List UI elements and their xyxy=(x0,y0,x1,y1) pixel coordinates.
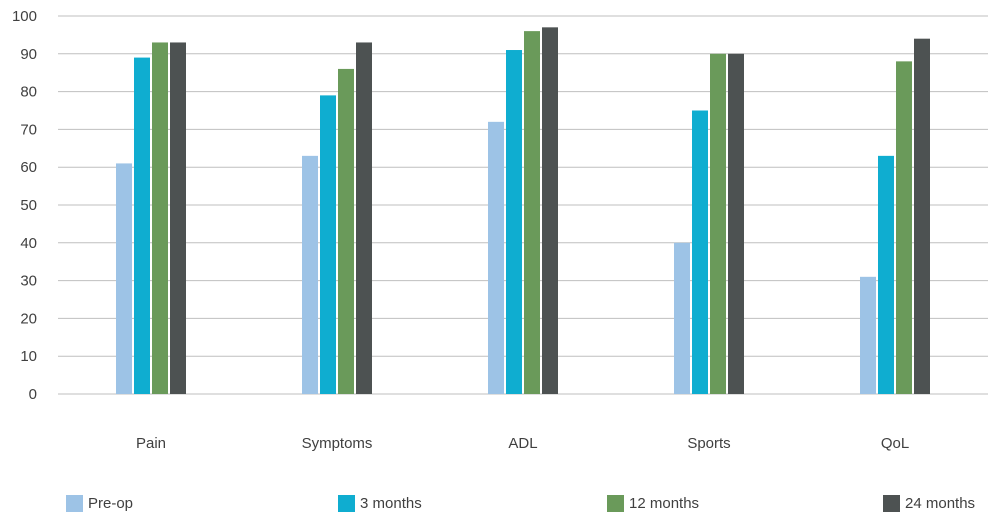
bar-sports-24-months xyxy=(728,53,744,395)
y-tick-label: 80 xyxy=(20,84,37,101)
y-tick-label: 50 xyxy=(20,197,37,214)
y-tick-label: 90 xyxy=(20,46,37,63)
legend-item: 3 months xyxy=(338,492,422,514)
x-axis-categories: Pain Symptoms ADL Sports QoL xyxy=(136,435,909,452)
bar-qol-pre-op xyxy=(860,276,876,394)
bar-pain-pre-op xyxy=(116,163,132,394)
x-category-label: Symptoms xyxy=(302,435,373,452)
bar-sports-12-months xyxy=(710,53,726,395)
bar-pain-24-months xyxy=(170,42,186,395)
legend-item: Pre-op xyxy=(66,492,133,514)
x-category-label: Pain xyxy=(136,435,166,452)
bar-symptoms-12-months xyxy=(338,68,354,395)
y-tick-label: 0 xyxy=(29,386,37,403)
bar-pain-3-months xyxy=(134,57,150,395)
bar-qol-24-months xyxy=(914,38,930,395)
y-tick-label: 100 xyxy=(12,8,37,25)
bar-symptoms-24-months xyxy=(356,42,372,395)
bar-symptoms-3-months xyxy=(320,95,336,394)
legend-label: 12 months xyxy=(629,494,700,512)
legend-label: 24 months xyxy=(905,494,976,512)
y-tick-label: 20 xyxy=(20,310,37,327)
bar-adl-12-months xyxy=(524,31,540,395)
y-tick-label: 40 xyxy=(20,235,37,252)
chart-legend: Pre-op 3 months 12 months 24 months xyxy=(0,492,990,514)
y-axis-ticks: 0 10 20 30 40 50 60 70 80 90 100 xyxy=(12,8,37,403)
bar-qol-12-months xyxy=(896,61,912,395)
bar-adl-pre-op xyxy=(488,121,504,394)
legend-item: 12 months xyxy=(607,492,699,514)
legend-swatch xyxy=(338,494,355,512)
y-tick-label: 30 xyxy=(20,273,37,290)
x-category-label: Sports xyxy=(687,435,730,452)
legend-label: 3 months xyxy=(360,494,422,512)
bar-sports-pre-op xyxy=(674,242,690,394)
legend-label: Pre-op xyxy=(88,494,134,512)
gridlines xyxy=(58,15,988,395)
bars xyxy=(116,27,930,395)
y-tick-label: 60 xyxy=(20,159,37,176)
legend-swatch xyxy=(883,494,900,512)
legend-item: 24 months xyxy=(883,492,975,514)
legend-swatch xyxy=(66,494,83,512)
bar-qol-3-months xyxy=(878,155,894,394)
x-category-label: QoL xyxy=(881,435,909,452)
bar-pain-12-months xyxy=(152,42,168,395)
y-tick-label: 70 xyxy=(20,121,37,138)
bar-adl-24-months xyxy=(542,27,558,395)
legend-swatch xyxy=(607,494,624,512)
y-tick-label: 10 xyxy=(20,348,37,365)
bar-sports-3-months xyxy=(692,110,708,394)
bar-adl-3-months xyxy=(506,50,522,395)
bar-symptoms-pre-op xyxy=(302,155,318,394)
x-category-label: ADL xyxy=(508,435,537,452)
